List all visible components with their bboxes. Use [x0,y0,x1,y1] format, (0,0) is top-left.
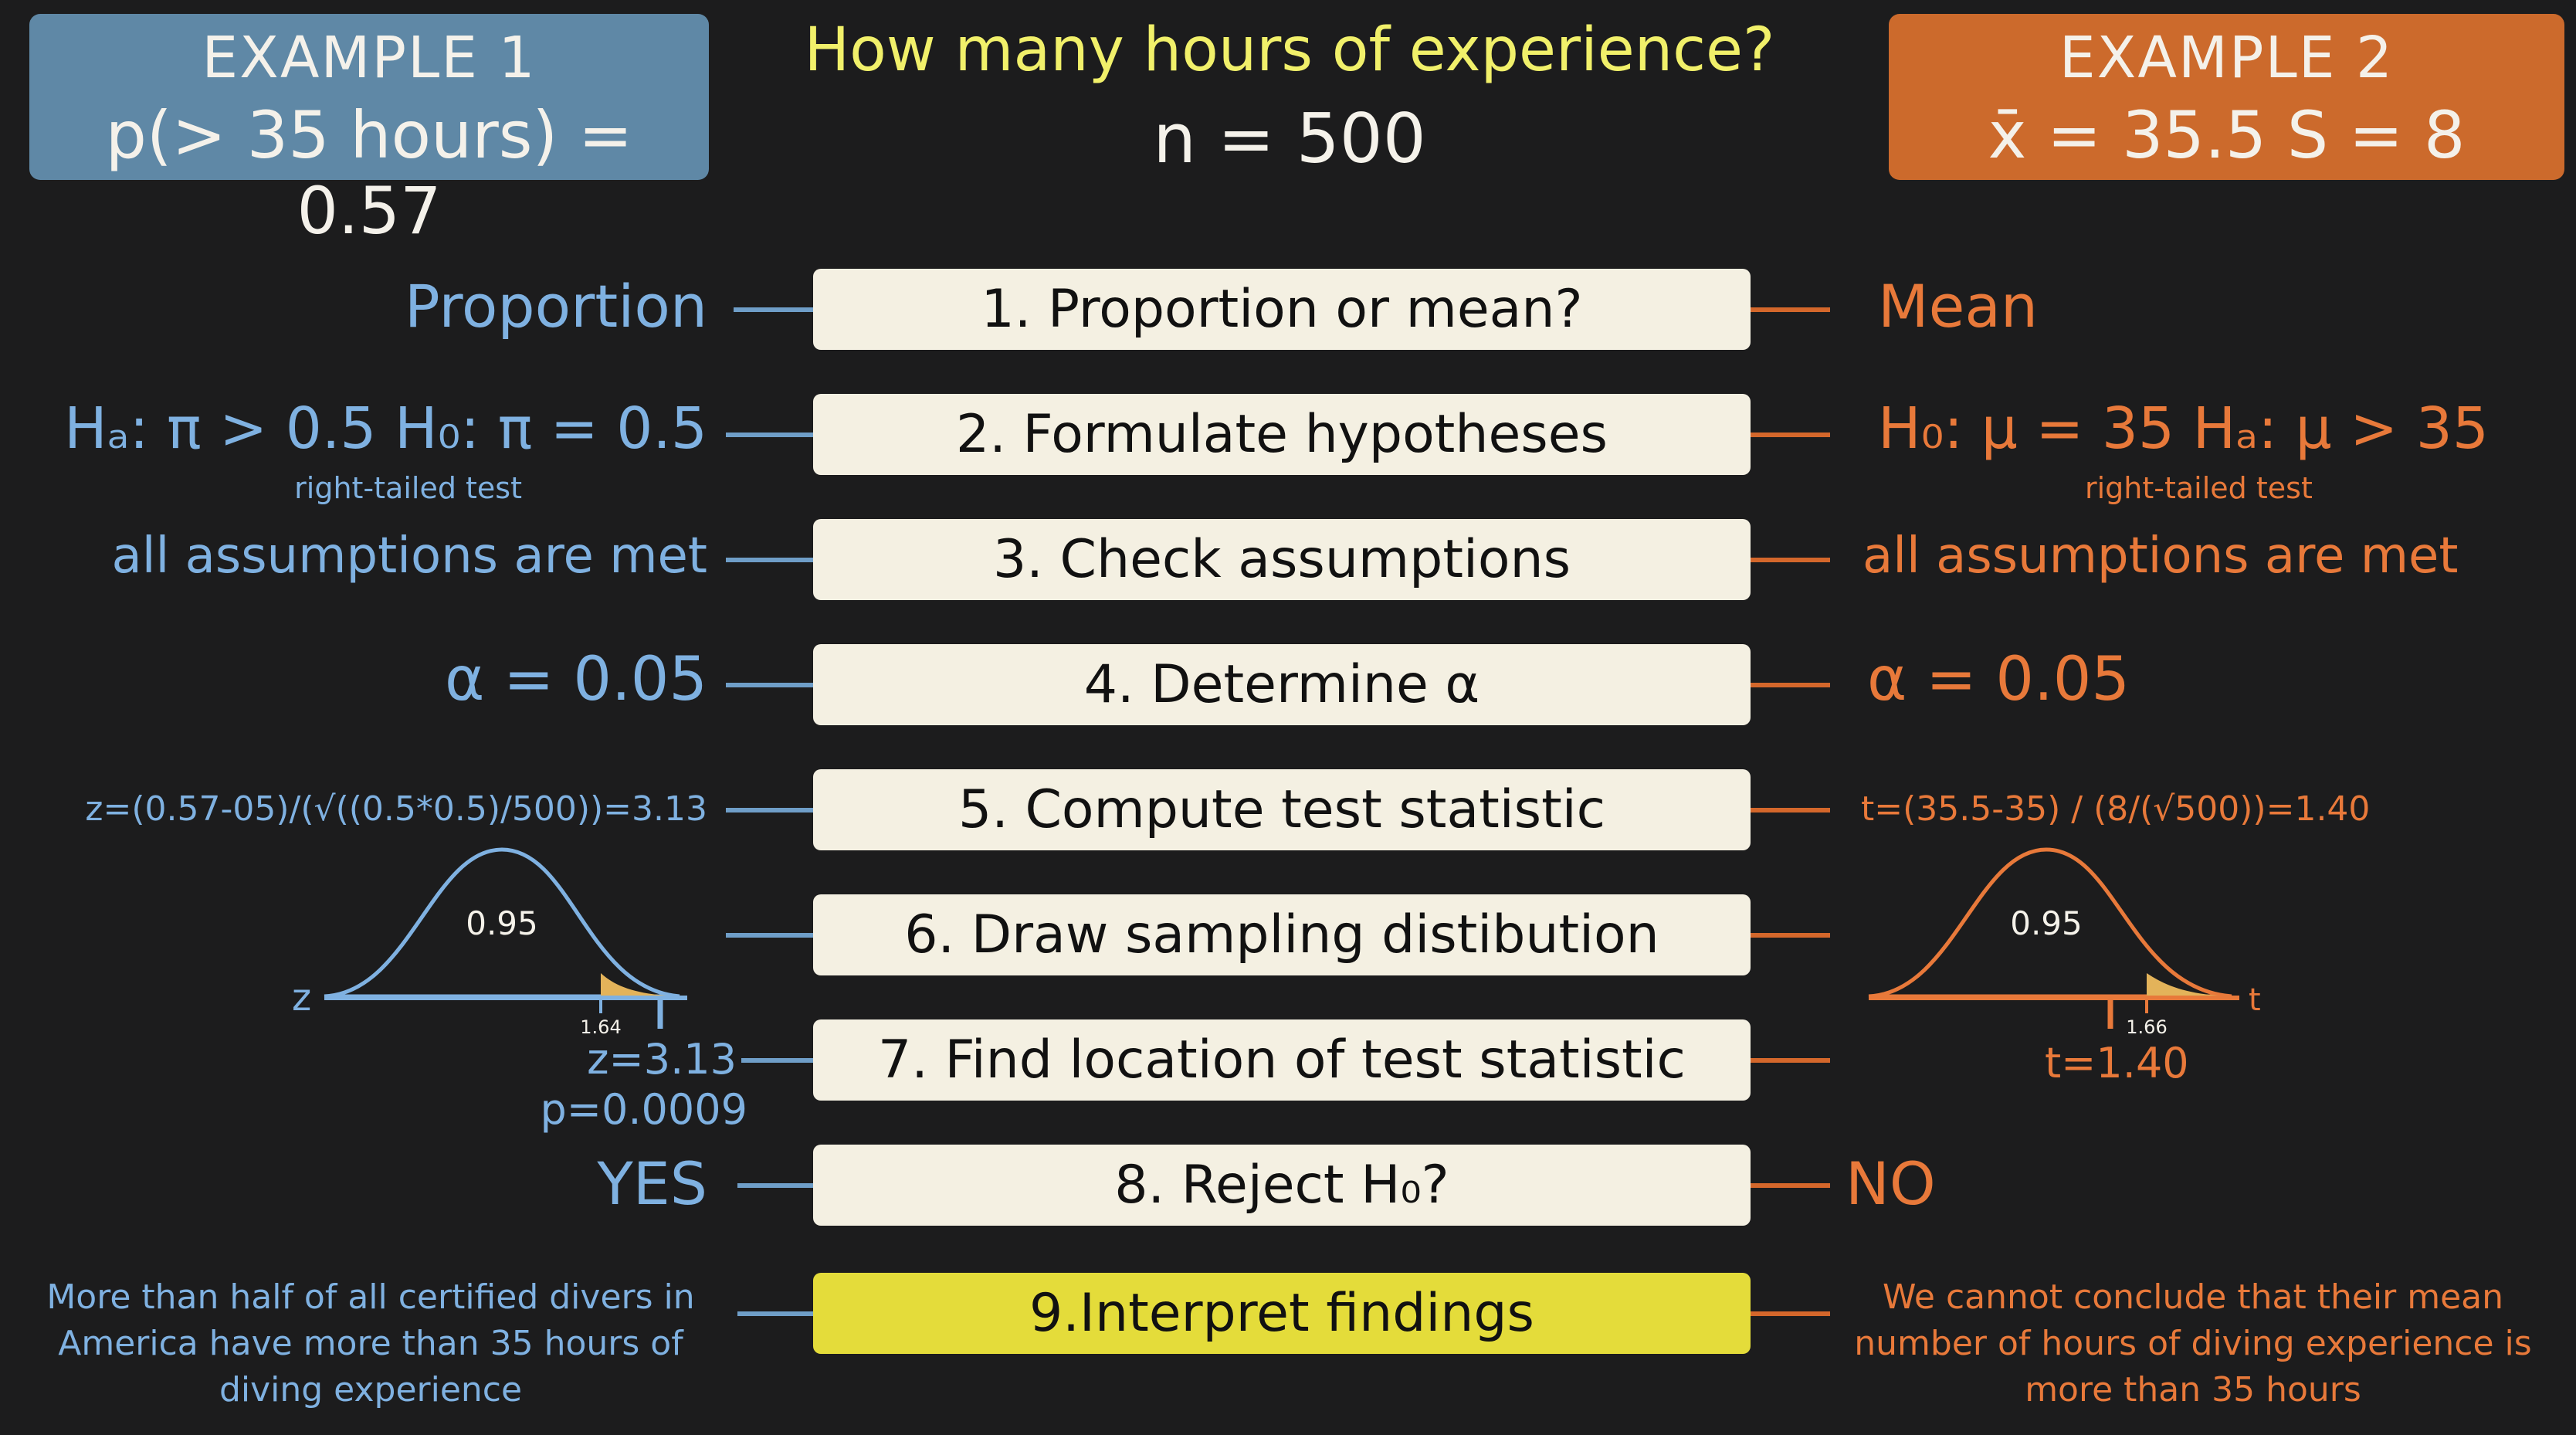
example-2-box: EXAMPLE 2 x̄ = 35.5 S = 8 [1889,14,2564,180]
example-2-stat: x̄ = 35.5 S = 8 [1988,97,2466,173]
step-4-box: 4. Determine α [813,644,1751,725]
left-reject-answer: YES [597,1149,707,1218]
right-mean-label: Mean [1878,272,2039,341]
right-test-statistic: t=(35.5-35) / (8/(√500))=1.40 [1861,789,2371,829]
left-proportion-label: Proportion [404,272,707,341]
left-curve [324,847,680,999]
left-connector-8 [737,1183,813,1188]
right-reject-answer: NO [1846,1149,1936,1218]
step-1-box: 1. Proportion or mean? [813,269,1751,350]
left-sampling-distribution: 0.95 z 1.64 [292,847,687,1035]
left-tail-area [601,973,680,996]
right-connector-4 [1751,683,1830,687]
left-alpha: α = 0.05 [444,645,707,714]
example-2-title: EXAMPLE 2 [2059,25,2395,91]
step-8-box: 8. Reject H₀? [813,1145,1751,1226]
right-connector-3 [1751,558,1830,562]
left-connector-2 [726,433,813,437]
right-alpha: α = 0.05 [1867,645,2130,714]
left-test-note: right-tailed test [294,471,522,505]
step-7-box: 7. Find location of test statistic [813,1019,1751,1101]
left-assumptions: all assumptions are met [111,528,708,585]
right-connector-5 [1751,808,1830,812]
left-connector-9 [737,1311,813,1316]
right-crit-label: 1.66 [2126,1016,2167,1035]
left-axis-label: z [292,976,311,1019]
right-tail-area [2147,973,2232,996]
left-crit-label: 1.64 [580,1016,621,1035]
left-p-value: p=0.0009 [540,1085,747,1134]
right-test-note: right-tailed test [2085,471,2313,505]
left-connector-5 [726,808,813,812]
step-9-box: 9.Interpret findings [813,1273,1751,1354]
left-connector-6 [726,933,813,938]
right-connector-8 [1751,1183,1830,1188]
step-6-box: 6. Draw sampling distibution [813,894,1751,975]
example-1-box: EXAMPLE 1 p(> 35 hours) = 0.57 [29,14,709,249]
right-connector-6 [1751,933,1830,938]
right-sampling-distribution: 0.95 t 1.66 [1868,847,2261,1035]
step-3-box: 3. Check assumptions [813,519,1751,600]
right-hypotheses: H₀: μ = 35 Hₐ: μ > 35 [1878,395,2489,462]
right-connector-2 [1751,433,1830,437]
right-connector-1 [1751,307,1830,312]
left-connector-3 [726,558,813,562]
left-interpretation: More than half of all certified divers i… [46,1277,695,1410]
left-connector-4 [726,683,813,687]
right-assumptions: all assumptions are met [1863,528,2459,585]
right-connector-9 [1751,1311,1830,1316]
step-5-box: 5. Compute test statistic [813,769,1751,850]
right-interpretation: We cannot conclude that their mean numbe… [1854,1277,2532,1410]
left-hypotheses: Hₐ: π > 0.5 H₀: π = 0.5 [64,395,707,462]
example-1-title: EXAMPLE 1 [202,25,537,91]
step-2-box: 2. Formulate hypotheses [813,394,1751,475]
right-connector-7 [1751,1058,1830,1063]
right-axis-label: t [2249,982,2261,1018]
left-stat-location: z=3.13 [587,1035,737,1084]
left-area-label: 0.95 [466,904,538,942]
left-connector-1 [734,307,813,312]
sample-size: n = 500 [1153,99,1426,178]
left-test-statistic: z=(0.57-05)/(√((0.5*0.5)/500))=3.13 [85,789,707,829]
right-area-label: 0.95 [2010,904,2083,942]
page-title: How many hours of experience? [804,15,1775,85]
right-stat-location: t=1.40 [2045,1039,2189,1087]
example-1-stat: p(> 35 hours) = 0.57 [105,97,633,249]
left-connector-7 [741,1058,813,1063]
right-curve [1868,847,2232,999]
